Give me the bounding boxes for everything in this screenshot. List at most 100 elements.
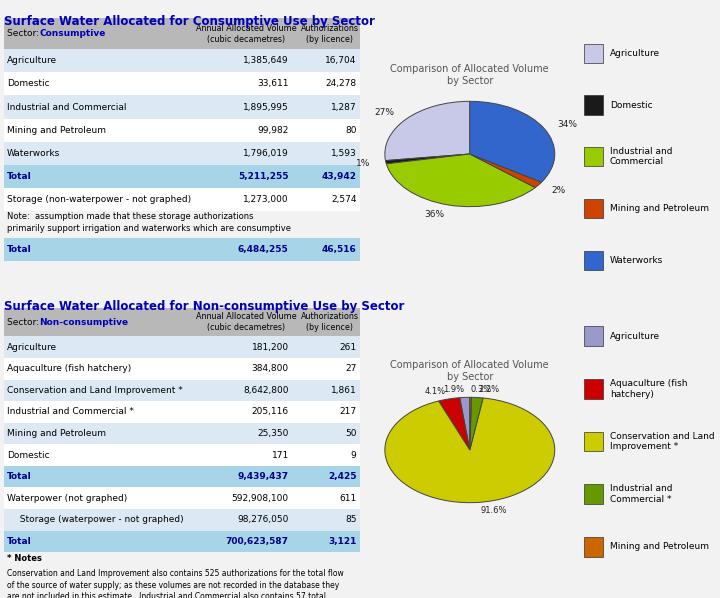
Wedge shape [459, 397, 470, 450]
Text: 700,623,587: 700,623,587 [226, 537, 289, 546]
Text: 1,287: 1,287 [330, 102, 356, 112]
Text: Total: Total [7, 537, 32, 546]
Wedge shape [470, 397, 472, 450]
Text: 1,593: 1,593 [330, 149, 356, 158]
Text: Agriculture: Agriculture [7, 56, 58, 65]
Bar [4, 142, 360, 165]
Text: Note:  assumption made that these storage authorizations
primarily support irrig: Note: assumption made that these storage… [7, 212, 291, 233]
Bar [4, 165, 360, 188]
Text: 261: 261 [339, 343, 356, 352]
Bar [4, 444, 360, 466]
Text: Consumptive: Consumptive [40, 29, 106, 38]
Bar [585, 44, 603, 63]
Text: 611: 611 [339, 494, 356, 503]
Title: Comparison of Allocated Volume
by Sector: Comparison of Allocated Volume by Sector [390, 359, 549, 382]
Text: Annual Allocated Volume
(cubic decametres): Annual Allocated Volume (cubic decametre… [196, 23, 296, 44]
Text: Storage (waterpower - not graphed): Storage (waterpower - not graphed) [14, 515, 184, 524]
Bar [4, 423, 360, 444]
Text: Total: Total [7, 472, 32, 481]
Bar [585, 432, 603, 451]
Text: 98,276,050: 98,276,050 [238, 515, 289, 524]
Text: Domestic: Domestic [7, 80, 50, 89]
Text: 4.1%: 4.1% [425, 387, 446, 396]
Text: Waterpower (not graphed): Waterpower (not graphed) [7, 494, 127, 503]
Text: Authorizations
(by licence): Authorizations (by licence) [301, 312, 359, 332]
Text: 0.3%: 0.3% [471, 385, 492, 394]
Bar [585, 251, 603, 270]
Bar [4, 380, 360, 401]
Wedge shape [470, 154, 541, 188]
Bar [585, 199, 603, 218]
Text: Mining and Petroleum: Mining and Petroleum [610, 542, 708, 551]
Text: 8,642,800: 8,642,800 [243, 386, 289, 395]
Text: 9: 9 [351, 451, 356, 460]
Text: Conservation and Land Improvement *: Conservation and Land Improvement * [7, 386, 183, 395]
Text: 2,574: 2,574 [331, 195, 356, 204]
Bar [4, 96, 360, 118]
Wedge shape [470, 101, 554, 182]
Text: 24,278: 24,278 [325, 80, 356, 89]
Bar [585, 536, 603, 557]
Text: 6,484,255: 6,484,255 [238, 245, 289, 254]
Text: 217: 217 [339, 407, 356, 416]
Text: Mining and Petroleum: Mining and Petroleum [7, 429, 106, 438]
Bar [4, 487, 360, 509]
Text: Sector:: Sector: [7, 29, 45, 38]
Text: 27%: 27% [374, 108, 395, 117]
Text: 43,942: 43,942 [321, 172, 356, 181]
Bar [4, 337, 360, 358]
Text: Storage (non-waterpower - not graphed): Storage (non-waterpower - not graphed) [7, 195, 192, 204]
Bar [4, 188, 360, 211]
Text: 1,861: 1,861 [330, 386, 356, 395]
Text: Agriculture: Agriculture [7, 343, 58, 352]
Text: Waterworks: Waterworks [610, 255, 663, 264]
Bar [4, 466, 360, 487]
Text: Industrial and Commercial: Industrial and Commercial [7, 102, 127, 112]
Wedge shape [387, 154, 535, 207]
Text: 5,211,255: 5,211,255 [238, 172, 289, 181]
Wedge shape [385, 101, 470, 161]
Text: Agriculture: Agriculture [610, 49, 660, 58]
Bar [4, 49, 360, 72]
Text: 50: 50 [345, 429, 356, 438]
Bar [585, 327, 603, 346]
Text: 25,350: 25,350 [257, 429, 289, 438]
Text: Sector:: Sector: [7, 318, 45, 327]
Text: 27: 27 [345, 364, 356, 373]
Text: 85: 85 [345, 515, 356, 524]
Bar [585, 147, 603, 166]
Text: 2.2%: 2.2% [478, 385, 500, 394]
Text: 181,200: 181,200 [251, 343, 289, 352]
Text: Mining and Petroleum: Mining and Petroleum [7, 126, 106, 135]
Bar [4, 72, 360, 96]
Text: 36%: 36% [425, 210, 445, 219]
Text: Domestic: Domestic [610, 100, 652, 109]
Text: Surface Water Allocated for Non-consumptive Use by Sector: Surface Water Allocated for Non-consumpt… [4, 300, 404, 313]
Text: 99,982: 99,982 [257, 126, 289, 135]
Text: 34%: 34% [558, 120, 577, 129]
Bar [4, 401, 360, 423]
Text: Authorizations
(by licence): Authorizations (by licence) [301, 23, 359, 44]
Text: 1,796,019: 1,796,019 [243, 149, 289, 158]
Text: 2%: 2% [551, 186, 565, 195]
Wedge shape [470, 397, 483, 450]
Text: Total: Total [7, 172, 32, 181]
Text: Domestic: Domestic [7, 451, 50, 460]
Wedge shape [385, 154, 470, 164]
Text: 1,895,995: 1,895,995 [243, 102, 289, 112]
Text: Industrial and Commercial *: Industrial and Commercial * [7, 407, 134, 416]
Bar [585, 96, 603, 115]
Text: 91.6%: 91.6% [480, 506, 507, 515]
Text: 2,425: 2,425 [328, 472, 356, 481]
Wedge shape [385, 398, 554, 503]
Text: 9,439,437: 9,439,437 [238, 472, 289, 481]
Bar [4, 509, 360, 530]
Text: Aquaculture (fish
hatchery): Aquaculture (fish hatchery) [610, 379, 687, 399]
Title: Comparison of Allocated Volume
by Sector: Comparison of Allocated Volume by Sector [390, 63, 549, 86]
Text: 80: 80 [345, 126, 356, 135]
Text: Waterworks: Waterworks [7, 149, 60, 158]
Text: Non-consumptive: Non-consumptive [40, 318, 128, 327]
Text: Conservation and Land Improvement also contains 525 authorizations for the total: Conservation and Land Improvement also c… [7, 569, 344, 598]
Bar [585, 484, 603, 504]
Text: 592,908,100: 592,908,100 [232, 494, 289, 503]
